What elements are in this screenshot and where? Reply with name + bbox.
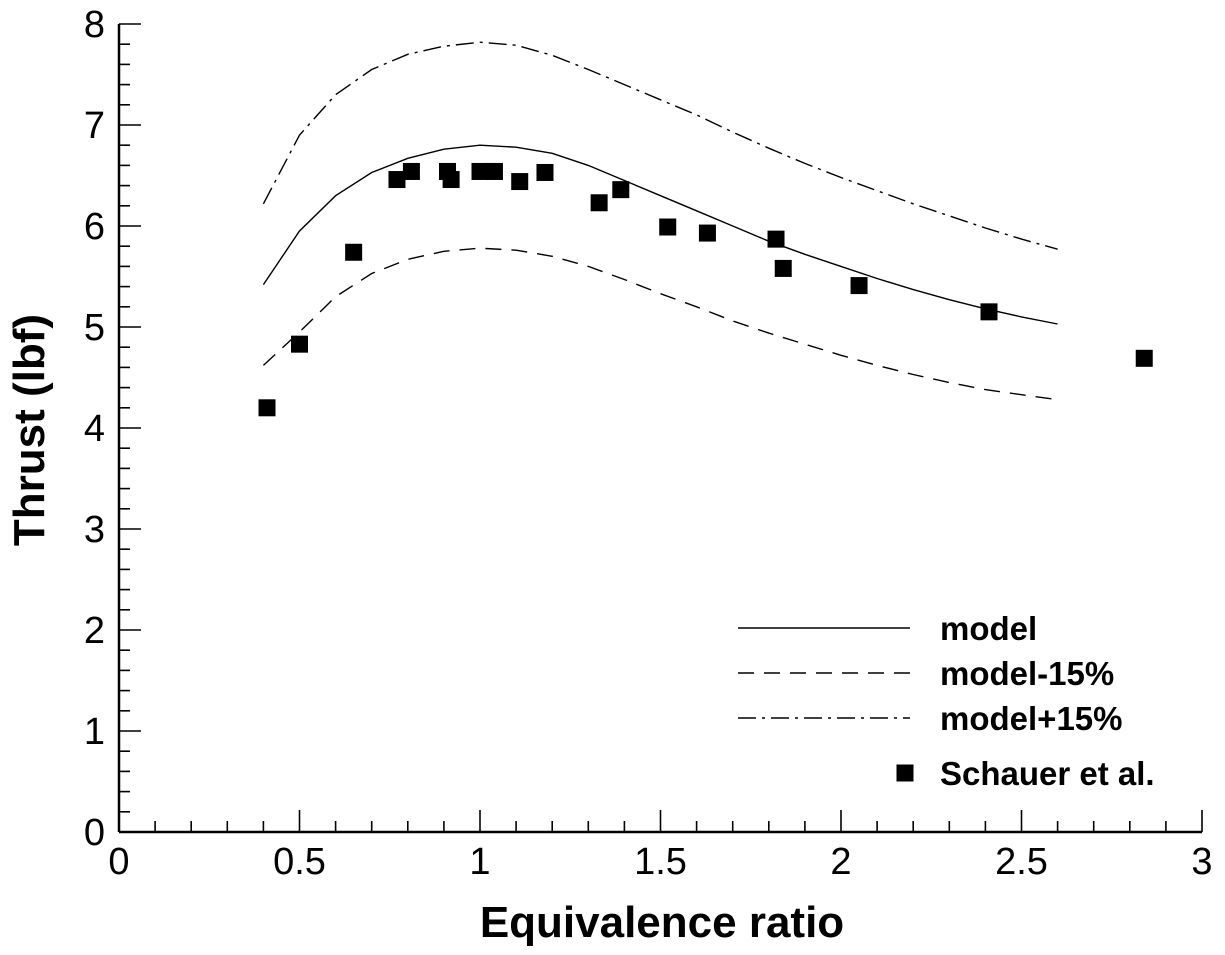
legend-label-schauer-et-al: Schauer et al. — [940, 755, 1155, 792]
y-tick-label: 7 — [84, 105, 105, 147]
data-point — [442, 171, 460, 189]
data-point — [590, 194, 608, 212]
series-layer — [258, 41, 1153, 417]
y-tick-label: 4 — [84, 408, 105, 450]
series-line-model-15 — [262, 247, 1058, 401]
series-model-15 — [262, 247, 1058, 401]
data-point — [485, 162, 503, 180]
data-point — [291, 335, 308, 353]
data-point — [388, 171, 406, 189]
series-schauer-et-al — [258, 162, 1153, 417]
data-point — [774, 259, 792, 277]
data-point — [1135, 349, 1153, 367]
y-tick-label: 2 — [84, 610, 105, 652]
data-point — [471, 162, 489, 180]
y-axis-title: Thrust (lbf) — [5, 314, 54, 546]
data-point — [258, 399, 276, 417]
y-tick-label: 1 — [84, 711, 105, 753]
data-point — [612, 181, 630, 199]
series-line-model — [262, 144, 1058, 325]
x-axis-title: Equivalence ratio — [480, 898, 844, 947]
x-tick-label: 1.5 — [634, 841, 687, 883]
data-point — [536, 163, 554, 181]
y-tick-label: 5 — [84, 307, 105, 349]
data-point — [698, 224, 716, 242]
x-tick-label: 2.5 — [995, 841, 1048, 883]
x-tick-label: 0.5 — [273, 841, 326, 883]
y-tick-label: 0 — [84, 812, 105, 854]
x-tick-label: 2 — [830, 841, 851, 883]
series-line-model-15 — [262, 41, 1058, 250]
data-point — [511, 173, 529, 191]
data-point — [659, 218, 677, 236]
y-tick-label: 8 — [84, 4, 105, 46]
legend-label-model-15: model-15% — [940, 655, 1114, 692]
data-point — [980, 303, 998, 321]
y-tick-label: 6 — [84, 206, 105, 248]
legend-marker-schauer-et-al — [896, 764, 914, 782]
x-tick-label: 0 — [108, 841, 129, 883]
data-point — [402, 162, 420, 180]
legend-label-model-15: model+15% — [940, 700, 1123, 737]
x-tick-label: 3 — [1191, 841, 1212, 883]
axes: 0 0.5 1 1.5 2 2.5 3 0 1 2 3 4 5 6 7 8 — [84, 4, 1213, 883]
series-model-15 — [262, 41, 1058, 250]
legend-label-model: model — [940, 610, 1037, 647]
x-tick-label: 1 — [469, 841, 490, 883]
data-point — [850, 277, 868, 295]
legend: model model-15% model+15% Schauer et al. — [738, 610, 1155, 792]
y-tick-label: 3 — [84, 509, 105, 551]
data-point — [767, 230, 785, 248]
series-model — [262, 144, 1058, 325]
data-point — [345, 243, 363, 261]
